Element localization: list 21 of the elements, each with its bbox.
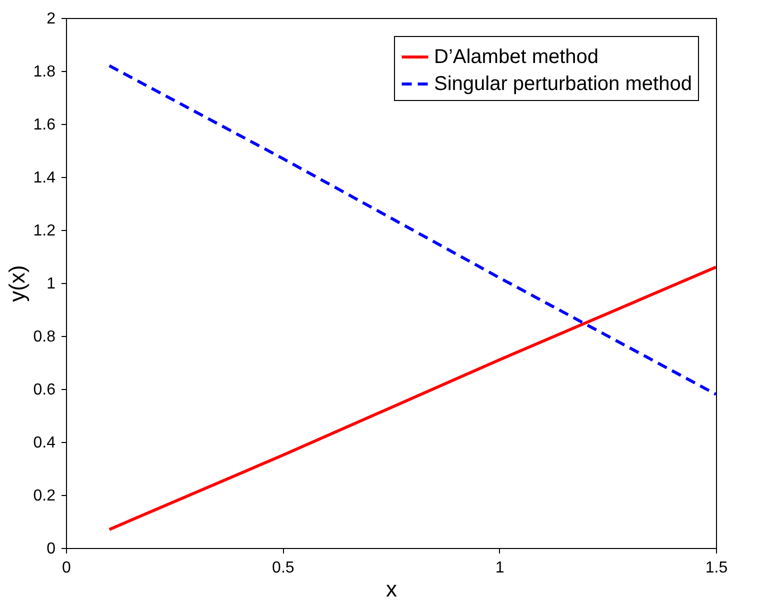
y-tick-label: 1.8: [33, 64, 56, 80]
line-series: [108, 64, 716, 396]
y-tick-label: 1.2: [33, 222, 56, 240]
y-tick-label: 2: [46, 10, 56, 28]
y-tick-label: 0.4: [33, 434, 56, 452]
y-tick-label: 0.8: [33, 328, 56, 346]
y-tick-label: 0.6: [33, 382, 56, 398]
x-axis-title: x: [386, 576, 397, 602]
x-tick-label: 1: [495, 560, 504, 576]
y-axis-title: y(x): [4, 265, 30, 302]
x-tick-label: 0.5: [272, 560, 294, 576]
y-tick-label: 0.2: [33, 488, 56, 504]
y-tick-label: 0: [46, 540, 56, 558]
legend-label: Singular perturbation method: [434, 73, 692, 95]
y-tick-label: 1.4: [33, 170, 56, 186]
legend-label: D’Alambet method: [434, 46, 599, 68]
line-series: [108, 266, 716, 531]
y-tick-label: 1: [46, 276, 56, 292]
x-tick-label: 0: [62, 560, 72, 576]
x-tick-label: 1.5: [705, 560, 728, 576]
y-tick-label: 1.6: [33, 116, 56, 134]
